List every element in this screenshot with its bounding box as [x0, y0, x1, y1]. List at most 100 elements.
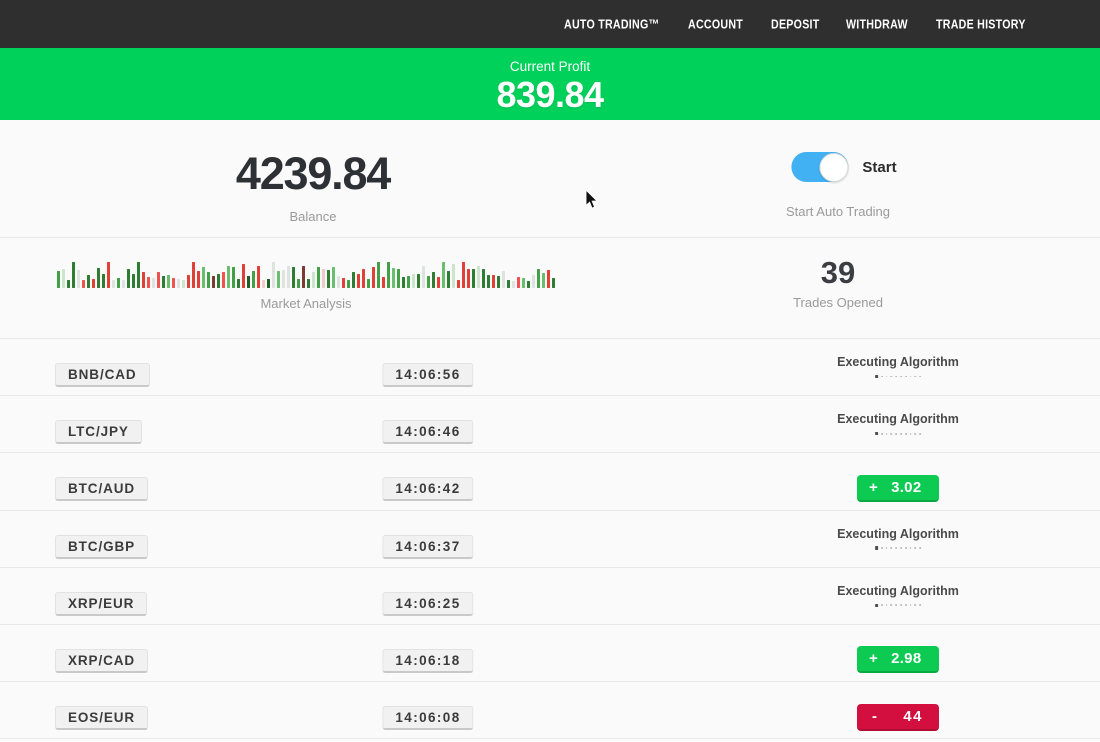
trade-pair-pill: EOS/EUR: [55, 706, 149, 731]
market-bar: [377, 262, 380, 288]
trades-opened-label: Trades Opened: [793, 295, 883, 310]
executing-progress-dots: [837, 374, 959, 379]
market-bar: [297, 279, 300, 288]
market-bar: [522, 278, 525, 288]
market-bar: [57, 271, 60, 288]
nav-item-trade-history[interactable]: TRADE HISTORY: [936, 16, 1026, 32]
executing-algorithm-label: Executing Algorithm: [837, 526, 959, 541]
trades-table: BNB/CAD 14:06:56 Executing Algorithm LTC/JP…: [0, 338, 1100, 740]
market-bar: [202, 267, 205, 288]
executing-algorithm-label: Executing Algorithm: [837, 355, 959, 369]
market-bar: [207, 272, 210, 288]
market-bar: [537, 269, 540, 288]
market-bar: [117, 278, 120, 288]
nav-item-account[interactable]: ACCOUNT: [688, 16, 744, 32]
market-bar: [352, 272, 355, 288]
market-bar: [477, 266, 480, 288]
executing-progress-dots: [837, 546, 959, 550]
market-bar: [227, 266, 230, 288]
market-bar: [107, 262, 110, 288]
nav-item-deposit[interactable]: DEPOSIT: [771, 16, 820, 32]
market-bar: [137, 262, 140, 288]
nav-item-auto-trading[interactable]: AUTO TRADING™: [564, 16, 660, 32]
trade-time-pill: 14:06:42: [382, 477, 474, 502]
market-bar: [442, 262, 445, 288]
market-bar: [67, 280, 70, 288]
market-bar: [462, 262, 465, 288]
market-bar: [542, 273, 545, 288]
dashboard: 4239.84 Balance Start Start Auto Trading…: [0, 120, 1100, 740]
market-bar: [447, 271, 450, 288]
trade-status-executing: Executing Algorithm: [837, 527, 959, 550]
market-bar: [357, 274, 360, 288]
nav-item-withdraw[interactable]: WITHDRAW: [846, 16, 908, 32]
market-bar: [242, 264, 245, 288]
executing-progress-dots: [837, 603, 959, 607]
market-bar: [322, 269, 325, 288]
market-bar: [407, 276, 410, 288]
market-bar: [72, 262, 75, 288]
trade-row-btc-gbp: BTC/GBP 14:06:37 Executing Algorithm: [0, 511, 1100, 568]
market-bar: [282, 270, 285, 288]
trade-time-pill: 14:06:37: [382, 534, 474, 559]
market-bar: [397, 269, 400, 288]
trade-pair-pill: BNB/CAD: [55, 363, 150, 387]
market-bar: [392, 268, 395, 288]
trade-time-pill: 14:06:08: [382, 706, 474, 731]
market-bar: [307, 279, 310, 288]
market-bar: [332, 267, 335, 288]
executing-progress-dots: [837, 432, 959, 436]
trade-status-executing: Executing Algorithm: [837, 412, 959, 436]
balance-label: Balance: [289, 209, 337, 224]
toggle-knob: [818, 152, 848, 182]
market-bar: [97, 268, 100, 288]
executing-algorithm-label: Executing Algorithm: [837, 583, 959, 598]
market-bar: [172, 278, 175, 288]
market-bar: [302, 266, 305, 288]
market-bar: [327, 270, 330, 288]
trade-time-pill: 14:06:46: [382, 420, 474, 445]
market-bar: [492, 275, 495, 288]
trade-row-bnb-cad: BNB/CAD 14:06:56 Executing Algorithm: [0, 339, 1100, 397]
trade-result-badge: +3.02: [857, 474, 939, 502]
market-bar: [422, 266, 425, 288]
market-analysis-chart: [57, 262, 555, 288]
market-bar: [437, 277, 440, 288]
trade-pair-pill: XRP/CAD: [55, 648, 149, 673]
market-bar: [232, 267, 235, 288]
market-bar: [417, 274, 420, 288]
market-bar: [177, 279, 180, 288]
market-bar: [112, 280, 115, 288]
market-bar: [432, 272, 435, 288]
market-bar: [527, 281, 530, 288]
market-bar: [502, 271, 505, 288]
current-profit-banner: Current Profit 839.84: [0, 48, 1100, 120]
market-bar: [182, 280, 185, 288]
trade-pair-pill: BTC/AUD: [55, 477, 149, 502]
trade-row-xrp-cad: XRP/CAD 14:06:18 +2.98: [0, 625, 1100, 683]
market-bar: [317, 267, 320, 288]
market-bar: [402, 277, 405, 288]
market-bar: [277, 271, 280, 288]
market-bar: [187, 275, 190, 288]
market-bar: [367, 279, 370, 288]
market-bar: [192, 262, 195, 288]
market-bar: [507, 280, 510, 288]
market-bar: [497, 276, 500, 288]
market-bar: [102, 274, 105, 288]
market-bar: [362, 269, 365, 288]
trade-row-ltc-jpy: LTC/JPY 14:06:46 Executing Algorithm: [0, 396, 1100, 454]
market-bar: [512, 281, 515, 288]
market-bar: [142, 272, 145, 288]
trade-time-pill: 14:06:18: [382, 648, 474, 673]
top-navbar: AUTO TRADING™ ACCOUNT DEPOSIT WITHDRAW T…: [0, 0, 1100, 48]
trades-opened-value: 39: [820, 255, 856, 290]
market-bar: [382, 277, 385, 288]
market-analysis-block: Market Analysis: [57, 238, 555, 311]
market-bar: [87, 275, 90, 288]
start-auto-trading-toggle[interactable]: [791, 152, 849, 182]
market-bar: [387, 262, 390, 288]
market-bar: [532, 275, 535, 288]
market-bar: [552, 278, 555, 288]
market-bar: [467, 269, 470, 288]
